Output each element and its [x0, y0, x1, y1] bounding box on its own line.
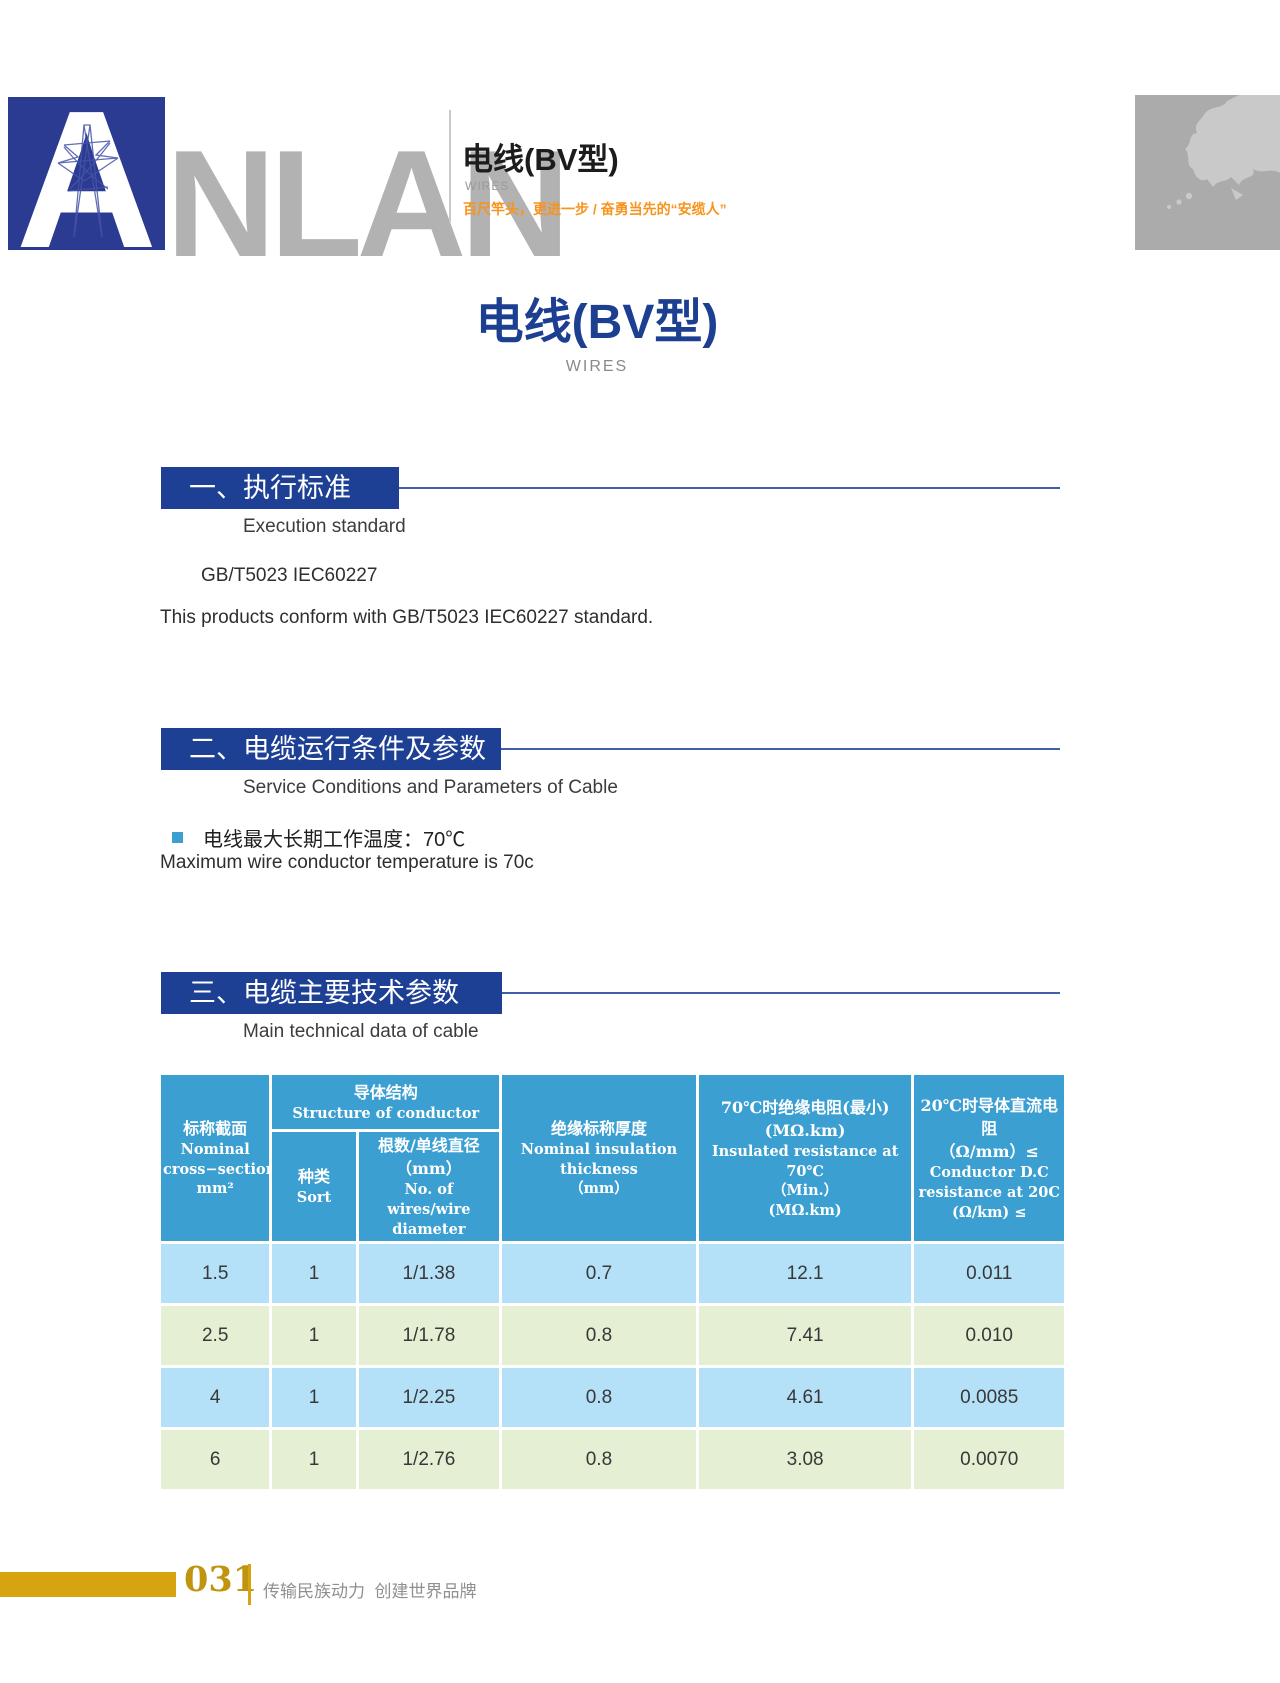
- standard-conformance-text: This products conform with GB/T5023 IEC6…: [160, 607, 654, 628]
- table-cell: 3.08: [695, 1427, 915, 1493]
- table-cell: 6: [157, 1427, 273, 1493]
- table-cell: 4: [157, 1365, 273, 1431]
- col-header-structure-of-conductor: 导体结构 Structure of conductor: [269, 1072, 503, 1132]
- standard-codes-text: GB/T5023 IEC60227: [201, 565, 378, 586]
- table-cell: 0.8: [499, 1303, 699, 1369]
- section-heading-technical-data: 三、电缆主要技术参数: [161, 972, 502, 1014]
- footer-divider: [248, 1564, 251, 1605]
- header-divider: [449, 110, 451, 222]
- page-subtitle: WIRES: [565, 358, 629, 375]
- col-header-wires-diameter: 根数/单线直径 （mm） No. of wires/wire diameter: [355, 1128, 503, 1245]
- col-header-wires-en: No. of wires/wire diameter: [387, 1181, 471, 1238]
- anlan-logo: A: [8, 81, 165, 277]
- col-header-resistance70-zh: 70℃时绝缘电阻(最小) (MΩ.km): [720, 1097, 890, 1140]
- section-heading-service-conditions: 二、电缆运行条件及参数: [161, 728, 501, 770]
- table-cell: 1: [269, 1427, 359, 1493]
- table-cell: 1: [269, 1365, 359, 1431]
- logo-letters-nlan-text: NLAN: [166, 119, 570, 289]
- map-image: [1135, 95, 1280, 250]
- col-header-insulation-zh: 绝缘标称厚度: [550, 1119, 647, 1139]
- section-rule: [501, 748, 1060, 750]
- col-header-resistance20-en: Conductor D.C resistance at 20C (Ω/km) ≤: [918, 1164, 1060, 1221]
- table-cell: 0.010: [911, 1303, 1067, 1369]
- table-cell: 1: [269, 1303, 359, 1369]
- table-cell: 2.5: [157, 1303, 273, 1369]
- table-row: 2.5 1 1/1.78 0.8 7.41 0.010: [157, 1303, 1067, 1369]
- col-header-sort-en: Sort: [296, 1189, 332, 1207]
- transmission-tower-icon: [57, 124, 119, 237]
- logo-letters-nlan: NLAN: [166, 96, 570, 280]
- col-header-resistance20-zh: 20℃时导体直流电阻 （Ω/mm）≤: [920, 1095, 1058, 1162]
- table-cell: 12.1: [695, 1241, 915, 1307]
- table-cell: 0.0085: [911, 1365, 1067, 1431]
- header-product-title: 电线(BV型): [462, 142, 619, 177]
- col-header-sort-zh: 种类: [297, 1167, 330, 1187]
- table-row: 4 1 1/2.25 0.8 4.61 0.0085: [157, 1365, 1067, 1431]
- table-cell: 1/2.76: [355, 1427, 503, 1493]
- section-rule: [399, 487, 1060, 489]
- table-cell: 0.0070: [911, 1427, 1067, 1493]
- header-tagline: 百尺竿头，更进一步 / 奋勇当先的“安缆人”: [463, 201, 727, 217]
- col-header-nominal-zh: 标称截面: [183, 1119, 248, 1139]
- col-header-insulation-en: Nominal insulation thickness （mm）: [520, 1141, 678, 1198]
- section-subtitle-technical-data: Main technical data of cable: [243, 1021, 479, 1042]
- table-row: 1.5 1 1/1.38 0.7 12.1 0.011: [157, 1241, 1067, 1307]
- table-cell: 7.41: [695, 1303, 915, 1369]
- bullet-square-icon: [172, 832, 183, 843]
- table-row: 6 1 1/2.76 0.8 3.08 0.0070: [157, 1427, 1067, 1493]
- col-header-insulation-thickness: 绝缘标称厚度 Nominal insulation thickness （mm）: [499, 1071, 699, 1245]
- table-cell: 0.8: [499, 1365, 699, 1431]
- col-header-structure-en: Structure of conductor: [292, 1104, 480, 1122]
- table-cell: 1.5: [157, 1241, 273, 1307]
- spec-table: 标称截面 Nominal cross−section mm² 导体结构 Stru…: [157, 1071, 1067, 1493]
- max-temperature-text-en: Maximum wire conductor temperature is 70…: [160, 852, 534, 873]
- col-header-resistance70-en: Insulated resistance at 70℃ （Min.） (MΩ.k…: [711, 1143, 899, 1219]
- table-cell: 1: [269, 1241, 359, 1307]
- table-cell: 1/2.25: [355, 1365, 503, 1431]
- alaska-map-shape: [1167, 95, 1280, 209]
- table-cell: 1/1.78: [355, 1303, 503, 1369]
- section-subtitle-service-conditions: Service Conditions and Parameters of Cab…: [243, 777, 618, 798]
- table-cell: 4.61: [695, 1365, 915, 1431]
- section-heading-execution-standard: 一、执行标准: [161, 467, 399, 509]
- page-title: 电线(BV型): [475, 296, 719, 349]
- footer-gold-bar: [0, 1572, 176, 1597]
- max-temperature-text-zh: 电线最大长期工作温度：70℃: [203, 829, 466, 851]
- table-cell: 0.011: [911, 1241, 1067, 1307]
- col-header-sort: 种类 Sort: [269, 1128, 359, 1245]
- table-body: 1.5 1 1/1.38 0.7 12.1 0.011 2.5 1 1/1.78 0.8 7.41 0…: [157, 1241, 1067, 1493]
- table-cell: 0.7: [499, 1241, 699, 1307]
- col-header-wires-zh: 根数/单线直径 （mm）: [377, 1136, 480, 1179]
- col-header-nominal-en: Nominal cross−section mm²: [163, 1141, 271, 1198]
- table-cell: 1/1.38: [355, 1241, 503, 1307]
- col-header-dc-resistance-20c: 20℃时导体直流电阻 （Ω/mm）≤ Conductor D.C resista…: [911, 1071, 1067, 1245]
- page-number: 031: [184, 1559, 258, 1600]
- col-header-structure-zh: 导体结构: [353, 1082, 418, 1102]
- table-cell: 0.8: [499, 1427, 699, 1493]
- footer-slogan: 传输民族动力 创建世界品牌: [263, 1582, 477, 1601]
- section-subtitle-execution-standard: Execution standard: [243, 516, 406, 537]
- header-product-subtitle: WIRES: [465, 179, 510, 193]
- col-header-nominal-cross-section: 标称截面 Nominal cross−section mm²: [157, 1071, 273, 1245]
- col-header-insulated-resistance-70c: 70℃时绝缘电阻(最小) (MΩ.km) Insulated resistanc…: [695, 1071, 915, 1245]
- section-rule: [502, 992, 1060, 994]
